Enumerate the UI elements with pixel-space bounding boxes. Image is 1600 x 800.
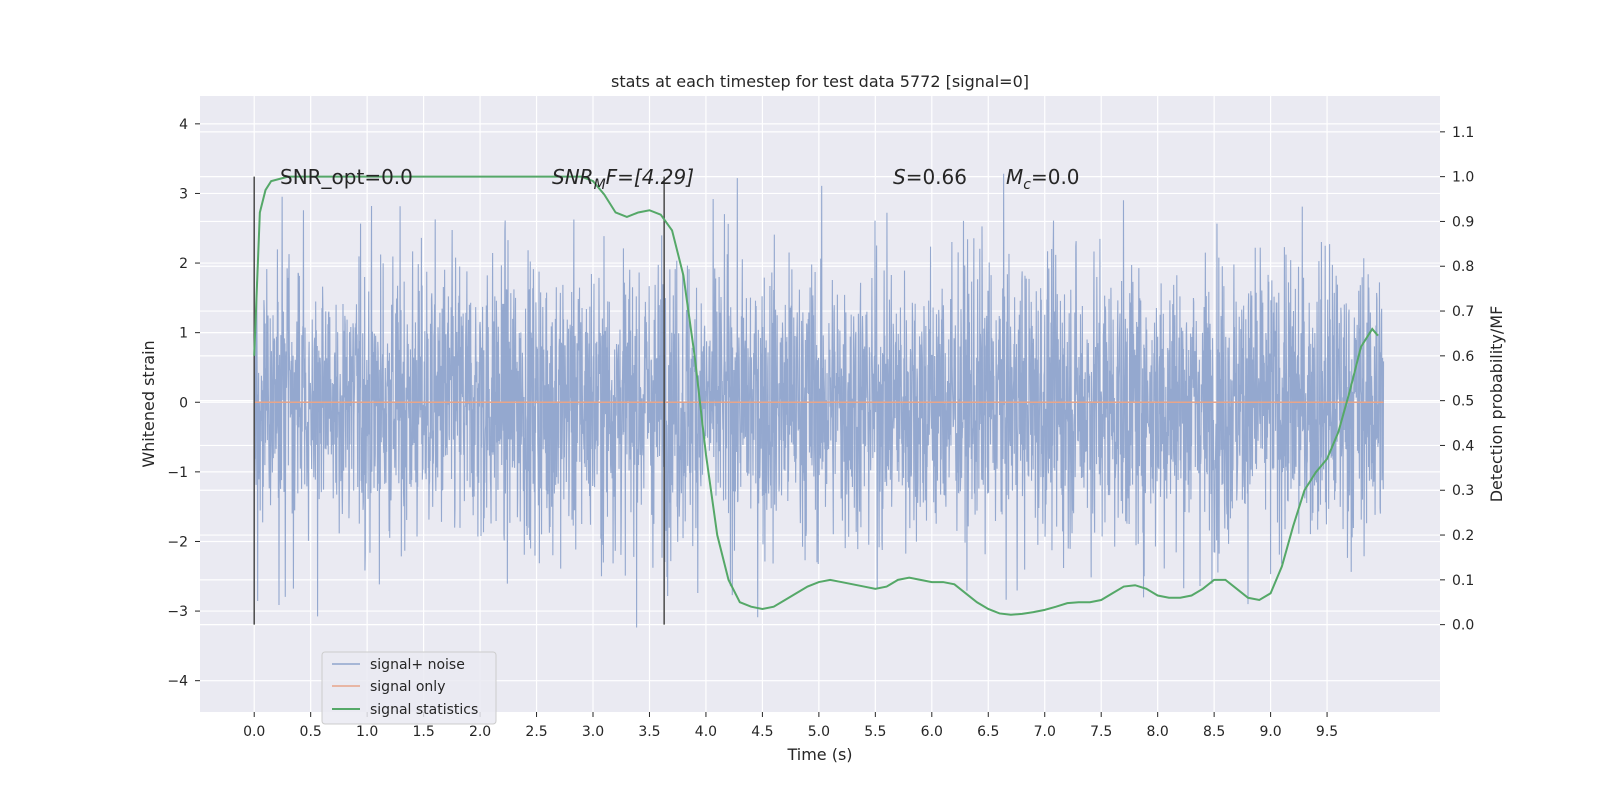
x-tick-label-12: 6.0 [921,724,943,740]
annotation-mc-value: =0.0 [1031,165,1080,189]
x-tick-label-13: 6.5 [977,724,999,740]
x-tick-label-7: 3.5 [638,724,660,740]
x-tick-label-1: 0.5 [300,724,322,740]
y-right-tick-label-9: 0.2 [1452,528,1474,544]
x-tick-label-11: 5.5 [864,724,886,740]
legend-label-noise: signal+ noise [370,657,465,673]
y-right-tick-label-5: 0.6 [1452,349,1474,365]
x-tick-label-3: 1.5 [412,724,434,740]
x-tick-label-17: 8.5 [1203,724,1225,740]
x-tick-label-9: 4.5 [751,724,773,740]
x-tick-label-18: 9.0 [1259,724,1281,740]
y-tick-label-3: 1 [179,326,188,342]
y-right-tick-label-11: 0.0 [1452,618,1474,634]
y-right-tick-label-7: 0.4 [1452,438,1474,454]
annotation-s-label: S [893,165,906,189]
y-axis-right-label: Detection probability/MF [1487,306,1506,503]
legend-label-stats: signal statistics [370,702,478,718]
x-tick-label-5: 2.5 [525,724,547,740]
y-right-tick-label-8: 0.3 [1452,483,1474,499]
annotation-mc-label: M [1006,165,1023,189]
legend: signal+ noise signal only signal statist… [321,651,497,725]
annotation-s-value: =0.66 [906,165,967,189]
legend-box [321,651,497,725]
y-tick-label-4: 0 [179,395,188,411]
annotation-snr-mf-sub: M [594,177,606,193]
y-tick-label-7: −3 [167,604,188,620]
signal-noise-trace [253,173,1385,628]
y-tick-label-8: −4 [167,674,188,690]
y-right-tick-label-2: 0.9 [1452,214,1474,230]
annotation-snr-opt: SNR_opt=0.0 [280,165,413,189]
y-axis-label: Whitened strain [139,340,158,467]
signal-noise-series [253,173,1385,628]
y-right-tick-label-4: 0.7 [1452,304,1474,320]
x-tick-label-10: 5.0 [808,724,830,740]
y-axis-right-ticks: 1.1 1.0 0.9 0.8 0.7 0.6 0.5 0.4 0.3 0.2 0.1 0.0 [1440,125,1474,634]
y-right-tick-label-3: 0.8 [1452,259,1474,275]
annotation-mc-sub: c [1023,177,1031,193]
x-tick-label-4: 2.0 [469,724,491,740]
y-tick-label-1: 3 [179,186,188,202]
signal-statistics-line [253,175,1379,616]
y-tick-label-5: −1 [167,465,188,481]
y-right-tick-label-10: 0.1 [1452,573,1474,589]
annotation-s: S=0.66 [893,165,967,189]
x-tick-label-6: 3.0 [582,724,604,740]
event-markers [253,176,665,625]
x-tick-label-15: 7.5 [1090,724,1112,740]
annotation-snr-mf: SNRMF=[4.29] [552,165,694,193]
x-tick-label-8: 4.0 [695,724,717,740]
y-tick-label-6: −2 [167,534,188,550]
x-axis-ticks: 0.0 0.5 1.0 1.5 2.0 2.5 3.0 3.5 4.0 4.5 5.0 5.5 6.0 6… [243,712,1338,740]
annotation-snr-mf-suffix: F=[4.29] [606,165,694,189]
legend-label-signal: signal only [370,679,445,695]
x-tick-label-0: 0.0 [243,724,265,740]
y-right-tick-label-0: 1.1 [1452,125,1474,141]
annotation-snr-mf-prefix: SNR [552,165,594,189]
y-axis-ticks: 4 3 2 1 0 −1 −2 −3 −4 [167,117,200,690]
x-tick-label-14: 7.0 [1034,724,1056,740]
x-axis-label: Time (s) [786,745,852,764]
chart-title: stats at each timestep for test data 577… [611,72,1029,91]
y-right-tick-label-1: 1.0 [1452,170,1474,186]
y-tick-label-2: 2 [179,256,188,272]
annotation-mc: Mc=0.0 [1006,165,1080,193]
x-tick-label-16: 8.0 [1147,724,1169,740]
y-right-tick-label-6: 0.5 [1452,394,1474,410]
y-tick-label-0: 4 [179,117,188,133]
x-tick-label-2: 1.0 [356,724,378,740]
x-tick-label-19: 9.5 [1316,724,1338,740]
